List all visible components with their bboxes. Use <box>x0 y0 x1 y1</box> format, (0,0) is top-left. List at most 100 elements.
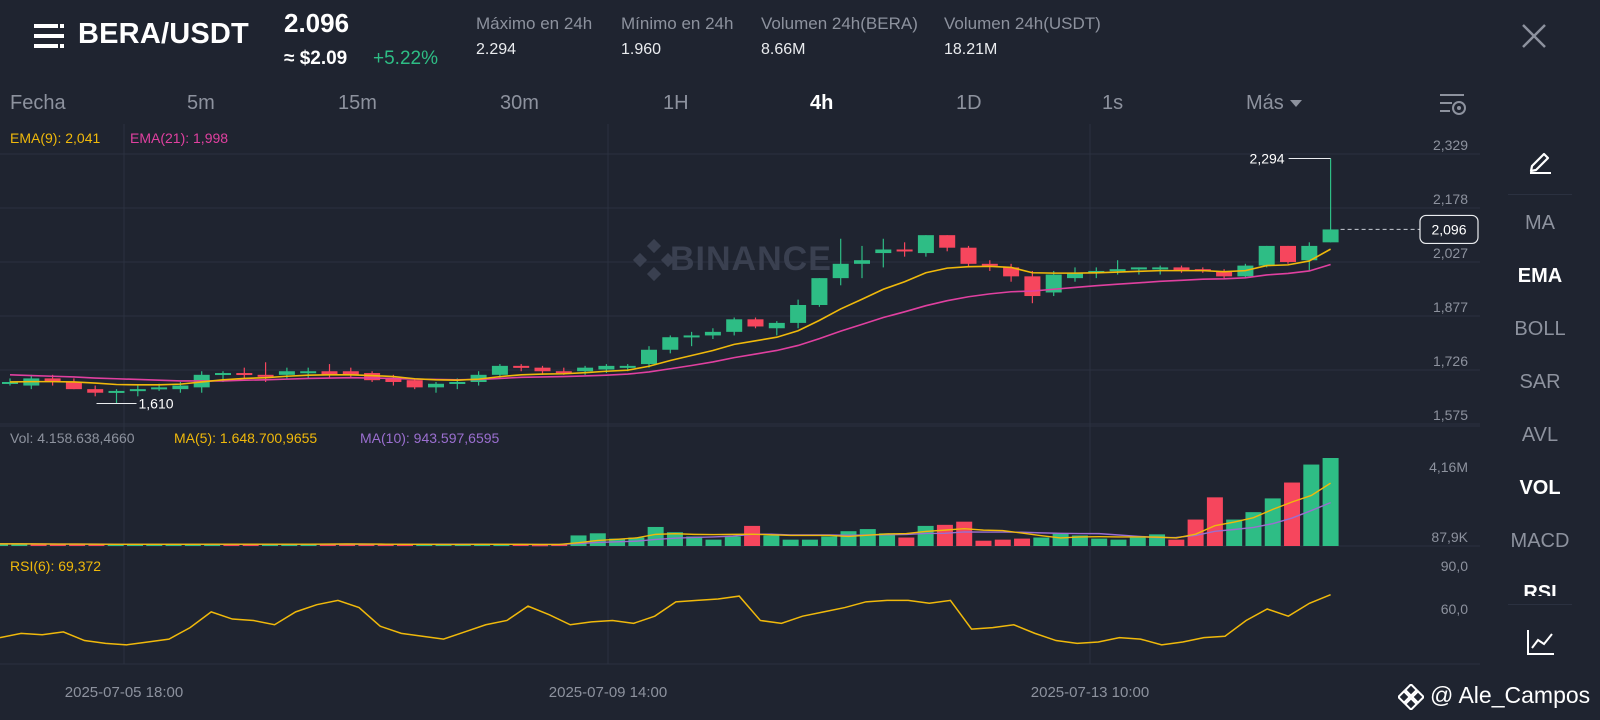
candle-up <box>428 383 444 388</box>
watermark-diamond <box>646 266 662 282</box>
candle-down <box>1280 245 1296 263</box>
volume-bar <box>165 544 182 546</box>
stat-volume-quote: Volumen 24h(USDT) 18.21M <box>944 14 1101 59</box>
volume-bar <box>551 544 568 547</box>
tab-5m[interactable]: 5m <box>187 92 215 114</box>
volume-bar <box>531 544 548 547</box>
candle-up <box>1301 245 1318 261</box>
volume-bar <box>936 524 953 546</box>
tab-mas-label: Más <box>1246 92 1284 114</box>
volume-bar <box>975 540 992 546</box>
volume-bar <box>396 544 413 547</box>
candle-down <box>1173 267 1190 271</box>
tool-avl[interactable]: AVL <box>1521 424 1559 446</box>
tool-ma[interactable]: MA <box>1525 212 1555 234</box>
volume-bar <box>898 537 915 546</box>
volume-bar <box>1264 498 1281 546</box>
volume-bar <box>666 532 683 546</box>
candle-down <box>406 380 423 388</box>
candle-up <box>1322 229 1339 243</box>
high-marker-label: 2,294 <box>1250 151 1285 167</box>
candle-down <box>939 235 956 248</box>
tool-vol[interactable]: VOL <box>1519 477 1561 499</box>
candle-down <box>896 249 913 252</box>
volume-bar <box>512 544 529 546</box>
candle-up <box>577 367 594 372</box>
rsi-legend: RSI(6): 69,372 <box>10 558 101 574</box>
tool-sar[interactable]: SAR <box>1519 371 1561 393</box>
tab-4h[interactable]: 4h <box>810 92 834 114</box>
volume-bar <box>416 544 433 546</box>
tab-1d[interactable]: 1D <box>956 92 982 114</box>
close-icon[interactable] <box>1520 22 1548 50</box>
volume-bar <box>49 544 66 546</box>
volume-axis-label: 87,9K <box>1431 529 1468 545</box>
tool-ema[interactable]: EMA <box>1517 265 1563 287</box>
candle-up <box>854 260 870 264</box>
tab-15m[interactable]: 15m <box>338 92 377 114</box>
volume-bar <box>319 543 336 546</box>
candle-up <box>641 349 657 365</box>
menu-icon[interactable] <box>34 22 64 50</box>
tab-1h[interactable]: 1H <box>663 92 689 114</box>
volume-bar <box>879 533 896 546</box>
tool-boll[interactable]: BOLL <box>1514 318 1566 340</box>
price-axis-label: 1,726 <box>1433 353 1468 369</box>
candle-up <box>172 385 189 390</box>
price-axis-label: 1,575 <box>1433 407 1468 423</box>
candle-up <box>875 249 892 254</box>
pair-title[interactable]: BERA/USDT <box>78 18 249 50</box>
volume-bar <box>1033 537 1050 546</box>
chart-area[interactable]: 2,329 2,178 2,027 1,877 1,726 1,575 BINANCE 2,2… <box>0 124 1480 720</box>
low-marker-label: 1,610 <box>139 395 174 411</box>
rsi-axis-label: 90,0 <box>1441 558 1468 574</box>
ma10-value: MA(10): 943.597,6595 <box>360 430 500 446</box>
volume-bar <box>1226 519 1243 546</box>
volume-bar <box>1110 539 1127 546</box>
candle-up <box>2 381 18 384</box>
volume-bar <box>1303 464 1320 546</box>
volume-bar <box>261 544 278 546</box>
candle-up <box>491 365 508 375</box>
caret-down-icon <box>1289 100 1302 108</box>
volume-bar <box>1187 519 1204 546</box>
vol-value: Vol: 4.158.638,4660 <box>10 430 135 446</box>
price-axis-label: 2,027 <box>1433 245 1468 261</box>
candle-up <box>1045 274 1062 293</box>
candlestick-chart[interactable]: 2,329 2,178 2,027 1,877 1,726 1,575 BINANCE 2,2… <box>0 124 1480 720</box>
ema21-value: EMA(21): 1,998 <box>130 130 229 146</box>
ema9-line <box>9 248 1331 386</box>
volume-bar <box>1091 538 1108 546</box>
ma5-legend: MA(5): 1.648.700,9655 <box>174 430 317 446</box>
tab-fecha[interactable]: Fecha <box>10 92 66 114</box>
stat-value: 2.294 <box>476 41 517 58</box>
volume-bar <box>300 543 317 546</box>
volume-bar <box>1052 533 1069 546</box>
tab-30m[interactable]: 30m <box>500 92 539 114</box>
candle-up <box>1130 267 1147 270</box>
tab-1s[interactable]: 1s <box>1102 92 1124 114</box>
tab-mas[interactable]: Más <box>1246 92 1302 115</box>
volume-bar <box>705 539 722 546</box>
candle-down <box>87 389 104 393</box>
candle-down <box>385 378 402 382</box>
volume-bar <box>435 544 452 546</box>
ema9-value: EMA(9): 2,041 <box>10 130 101 146</box>
volume-bar <box>281 544 298 546</box>
volume-bar <box>724 536 741 546</box>
ema9-legend: EMA(9): 2,041 <box>10 130 100 146</box>
candle-up <box>917 235 934 254</box>
volume-bar <box>474 544 491 546</box>
chart-line-icon[interactable] <box>1526 628 1556 656</box>
chart-settings-icon[interactable] <box>1438 90 1468 118</box>
tool-rsi[interactable]: RSI <box>1523 582 1557 596</box>
candle-up <box>215 373 231 376</box>
candle-up <box>449 381 466 384</box>
draw-pencil-icon[interactable] <box>1526 146 1554 174</box>
candle-up <box>108 390 125 393</box>
candle-down <box>981 263 998 266</box>
tool-macd[interactable]: MACD <box>1510 530 1570 552</box>
binance-logo-icon <box>1398 684 1424 710</box>
candle-up <box>790 304 807 323</box>
candle-down <box>747 319 764 327</box>
